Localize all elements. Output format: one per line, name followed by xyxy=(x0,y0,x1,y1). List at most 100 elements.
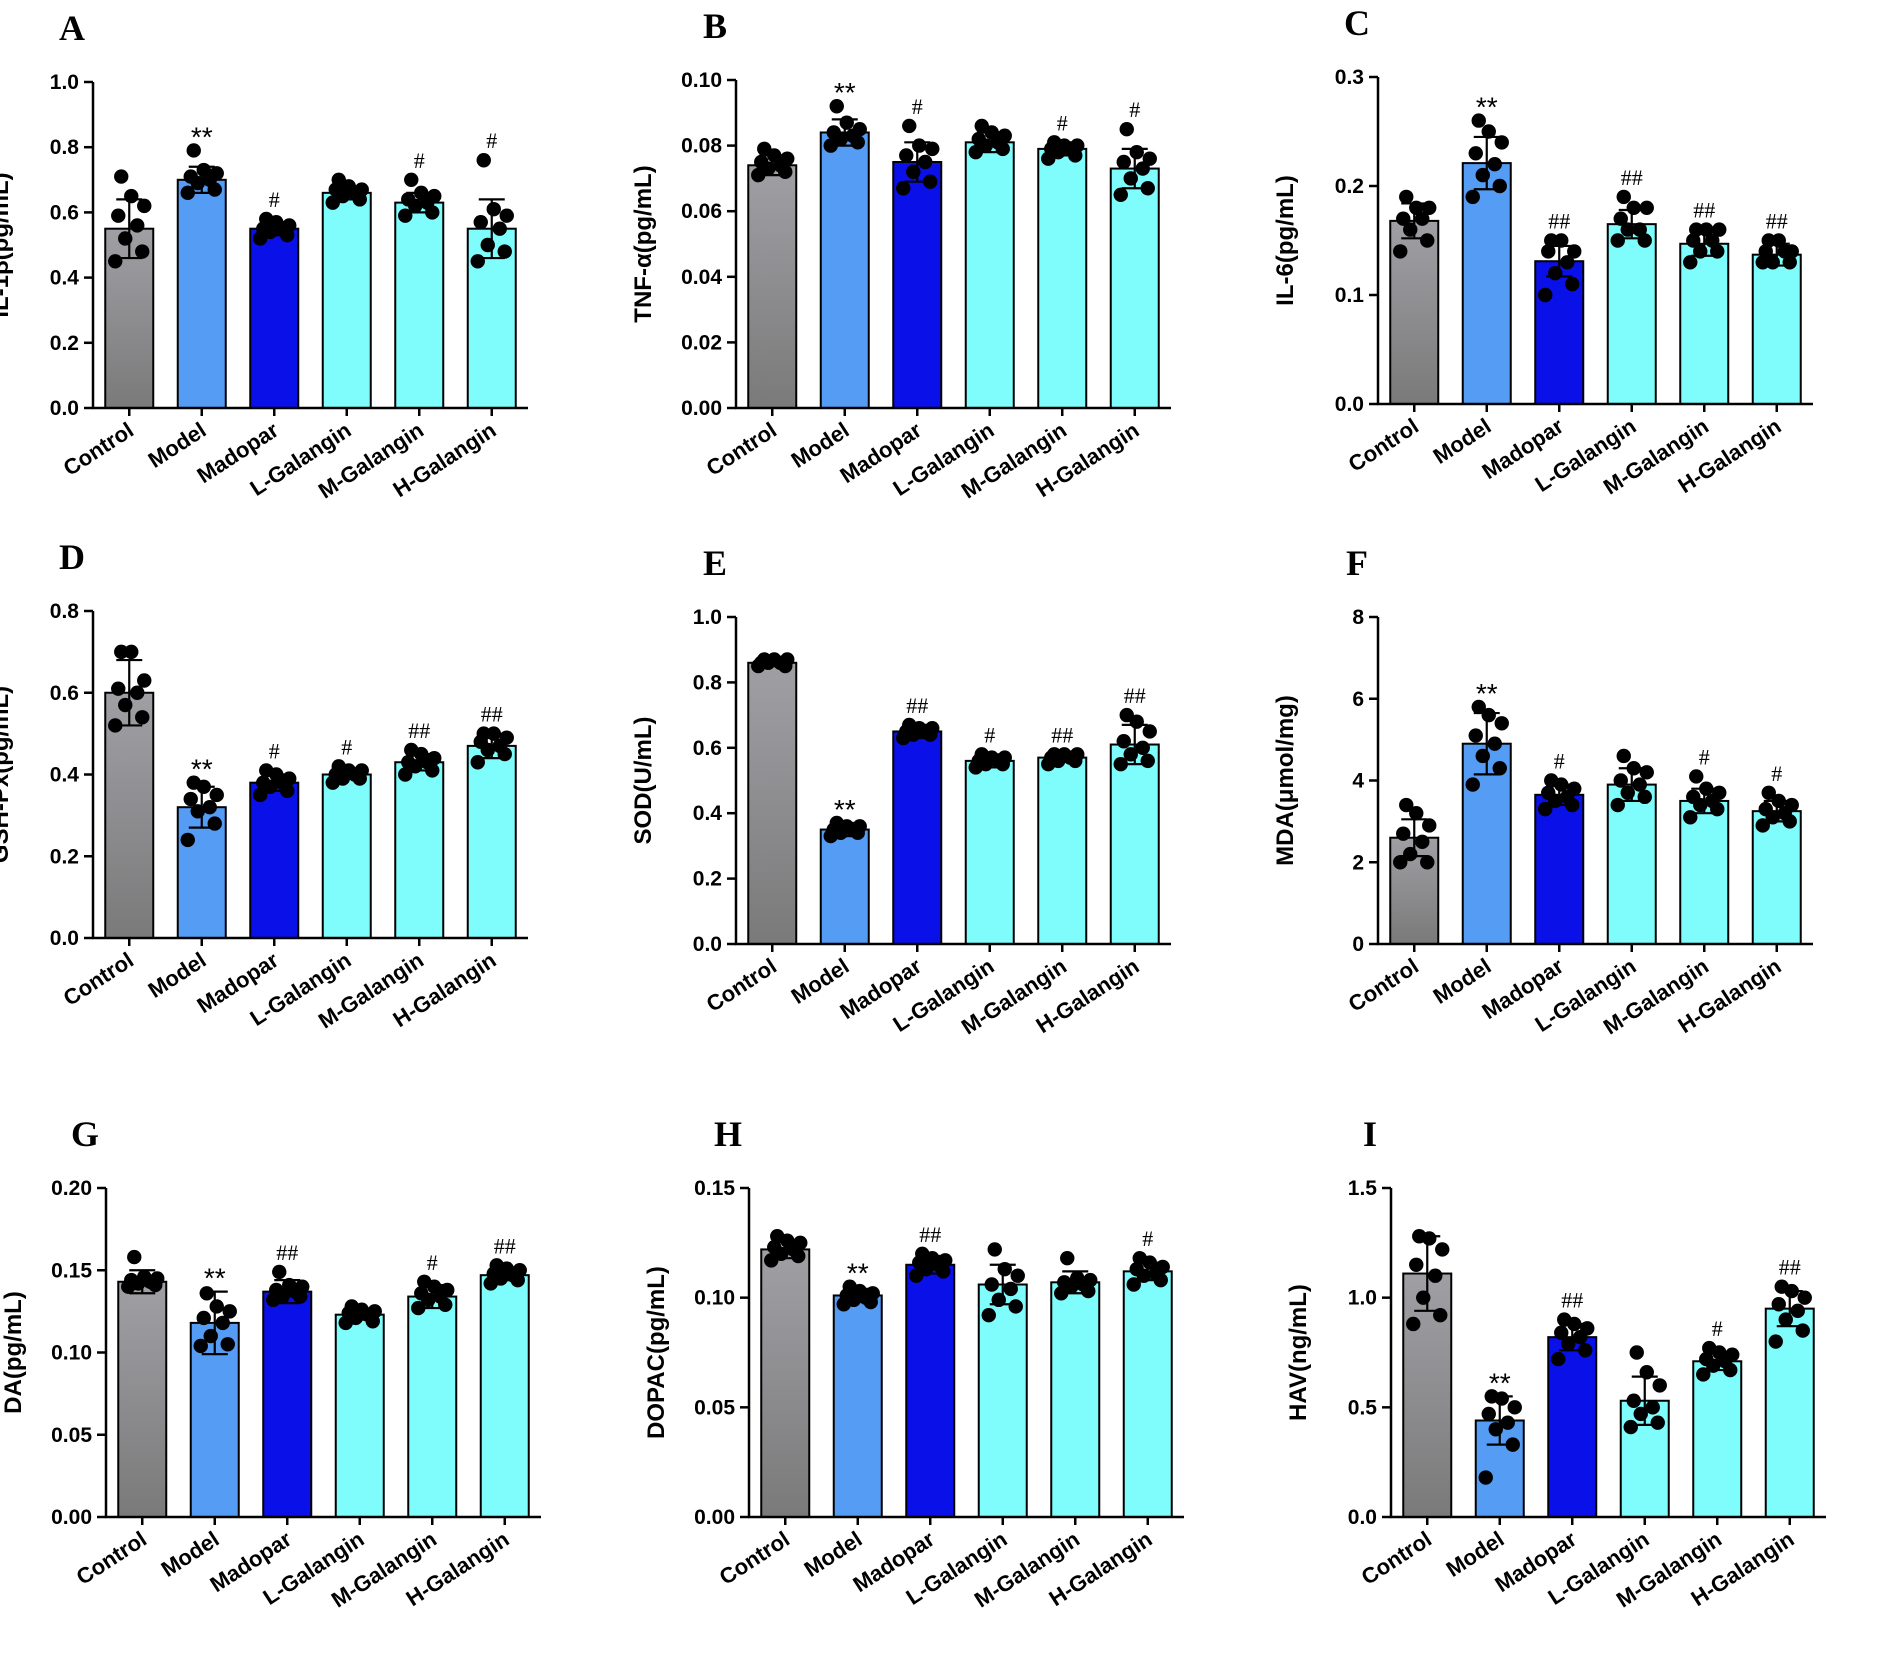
data-point xyxy=(183,169,198,184)
significance-marker: ** xyxy=(847,1258,869,1289)
data-point xyxy=(1632,777,1647,792)
significance-marker: ** xyxy=(204,1263,226,1294)
data-point xyxy=(476,726,491,741)
data-point xyxy=(826,125,841,140)
y-tick-label: 4 xyxy=(1352,770,1364,793)
data-point xyxy=(1538,801,1553,817)
data-point xyxy=(282,1277,297,1293)
data-point xyxy=(135,710,150,725)
y-tick-label: 0.20 xyxy=(51,1177,92,1200)
significance-marker: # xyxy=(1771,761,1782,786)
data-point xyxy=(780,151,795,166)
data-point xyxy=(111,681,126,696)
data-point xyxy=(1113,756,1128,772)
bar-l-galangin xyxy=(321,773,372,939)
y-tick-label: 0.4 xyxy=(693,802,723,825)
y-tick-label: 0.02 xyxy=(681,331,722,354)
data-point xyxy=(1623,1419,1638,1435)
data-point xyxy=(1699,222,1714,237)
data-point xyxy=(331,172,346,187)
bar-model xyxy=(819,828,870,945)
data-point xyxy=(1500,1415,1515,1430)
y-tick-label: 0.4 xyxy=(50,764,80,787)
data-point xyxy=(1771,233,1786,248)
bar-m-galangin xyxy=(394,201,445,409)
data-point xyxy=(1415,211,1430,226)
data-point xyxy=(1699,781,1714,796)
x-tick-label-control: Control xyxy=(1344,953,1423,1017)
data-point xyxy=(209,787,224,803)
data-point xyxy=(256,775,271,790)
data-point xyxy=(1475,748,1490,764)
data-point xyxy=(398,767,413,782)
data-point xyxy=(1129,144,1144,160)
data-point xyxy=(259,763,274,778)
data-point xyxy=(186,143,201,158)
bar-model xyxy=(819,131,870,409)
data-point xyxy=(1070,1270,1085,1286)
y-axis-title: GSH-Px(pg/mL) xyxy=(0,686,14,863)
data-point xyxy=(925,720,940,736)
data-point xyxy=(1544,233,1559,248)
data-point xyxy=(1554,233,1569,248)
significance-marker: ## xyxy=(276,1240,298,1265)
data-point xyxy=(974,747,989,762)
data-point xyxy=(1567,781,1582,796)
data-point xyxy=(1119,707,1134,723)
bar-madopar xyxy=(892,730,943,946)
significance-marker: ## xyxy=(1561,1288,1583,1313)
data-point xyxy=(997,128,1012,143)
data-point xyxy=(1487,736,1502,751)
significance-marker: ## xyxy=(1051,722,1073,747)
data-point xyxy=(1465,189,1480,205)
data-point xyxy=(757,141,772,157)
y-tick-label: 6 xyxy=(1352,688,1364,711)
data-point xyxy=(404,742,419,758)
y-tick-label: 0.6 xyxy=(50,682,79,705)
data-point xyxy=(770,1229,785,1244)
y-tick-label: 0.06 xyxy=(681,200,722,223)
y-tick-label: 0.8 xyxy=(693,671,723,694)
significance-marker: ** xyxy=(191,754,213,785)
data-point xyxy=(1761,785,1776,800)
data-point xyxy=(118,231,133,246)
data-point xyxy=(272,1264,287,1280)
x-tick-label-control: Control xyxy=(1344,413,1423,477)
data-point xyxy=(367,1304,382,1319)
data-point xyxy=(1412,1229,1427,1244)
data-point xyxy=(1492,761,1507,776)
data-point xyxy=(401,192,416,207)
y-tick-label: 0.04 xyxy=(681,266,722,289)
data-point xyxy=(1557,1312,1572,1327)
bar-model xyxy=(832,1294,883,1519)
data-point xyxy=(1471,113,1486,128)
data-point xyxy=(130,218,145,233)
data-point xyxy=(108,254,123,269)
data-point xyxy=(1538,287,1553,303)
y-tick-label: 0.0 xyxy=(693,933,722,956)
data-point xyxy=(767,1240,782,1255)
bar-control xyxy=(747,164,798,409)
data-point xyxy=(203,1328,218,1344)
significance-marker: # xyxy=(414,148,425,173)
data-point xyxy=(1758,244,1773,259)
data-point xyxy=(497,244,512,259)
bar-madopar xyxy=(905,1263,956,1519)
data-point xyxy=(476,153,491,168)
y-axis-title: MDA(μmol/mg) xyxy=(1272,695,1299,866)
data-point xyxy=(918,154,933,170)
data-point xyxy=(1797,1290,1812,1305)
data-point xyxy=(1420,233,1435,248)
panel-letter: H xyxy=(714,1114,742,1154)
data-point xyxy=(1488,1422,1503,1437)
y-tick-label: 0.4 xyxy=(50,267,80,290)
data-point xyxy=(1620,785,1635,800)
bar-h-galangin xyxy=(1109,743,1160,946)
data-point xyxy=(1710,244,1725,259)
data-point xyxy=(971,131,986,147)
y-tick-label: 0.10 xyxy=(51,1342,92,1365)
chart-panel-b: B TNF-α(pg/mL) ** # # #0.00 0.02 0.04 0.06 0.08 0.… xyxy=(630,6,1171,503)
data-point xyxy=(124,644,139,660)
panel-letter: A xyxy=(59,8,85,48)
